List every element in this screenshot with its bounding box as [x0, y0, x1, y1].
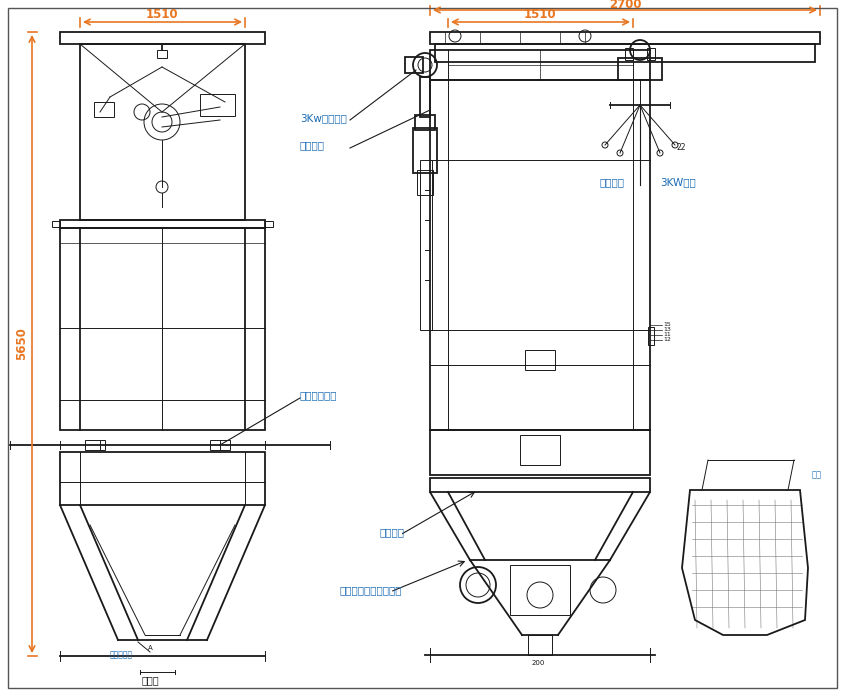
Text: 吨袋拍打装置: 吨袋拍打装置 [300, 390, 337, 400]
Bar [419, 160, 431, 330]
Bar [430, 430, 649, 475]
Text: 吨袋: 吨袋 [811, 470, 821, 480]
Text: 3KW电机: 3KW电机 [659, 177, 695, 187]
Bar [60, 452, 265, 505]
Text: 13: 13 [663, 328, 670, 333]
Text: 200: 200 [532, 660, 544, 666]
Text: 1510: 1510 [145, 8, 178, 20]
Bar [524, 350, 555, 370]
Bar [430, 478, 649, 492]
Bar [60, 220, 265, 228]
Bar [60, 228, 265, 430]
Text: 正视图: 正视图 [141, 675, 159, 685]
Bar [157, 50, 167, 58]
Text: 除尘系统: 除尘系统 [300, 140, 325, 150]
Bar [435, 44, 814, 62]
Bar [430, 50, 649, 80]
Bar [60, 32, 265, 44]
Text: 仓壁振动器: 仓壁振动器 [110, 651, 133, 660]
Text: 投料格栅: 投料格栅 [380, 527, 404, 537]
Bar [625, 48, 632, 60]
Text: 2700: 2700 [608, 0, 641, 10]
Bar [265, 221, 273, 227]
Bar [430, 80, 649, 430]
Text: 22: 22 [676, 143, 685, 152]
Text: 1510: 1510 [523, 8, 555, 22]
Text: 3Kw离心风机: 3Kw离心风机 [300, 113, 347, 123]
Text: 11: 11 [663, 333, 670, 338]
Bar [80, 44, 245, 220]
Bar [510, 565, 570, 615]
Bar [413, 128, 436, 173]
Text: 5650: 5650 [15, 328, 29, 361]
Text: 12: 12 [663, 338, 670, 342]
Bar [617, 58, 661, 80]
Bar [416, 170, 432, 195]
Text: A: A [148, 645, 153, 651]
Bar [419, 77, 430, 117]
Bar [210, 440, 230, 450]
Bar [414, 115, 435, 130]
Bar [647, 48, 654, 60]
Bar [52, 221, 60, 227]
Text: 15: 15 [663, 322, 670, 328]
Bar [647, 327, 653, 345]
Bar [85, 440, 105, 450]
Bar [528, 635, 551, 655]
Bar [519, 435, 560, 465]
Bar [200, 94, 235, 116]
Text: 起吊系统: 起吊系统 [599, 177, 625, 187]
Bar [430, 32, 819, 44]
Text: 手动解袋装置及观察口: 手动解袋装置及观察口 [339, 585, 402, 595]
Bar [94, 102, 114, 117]
Bar [404, 57, 423, 73]
